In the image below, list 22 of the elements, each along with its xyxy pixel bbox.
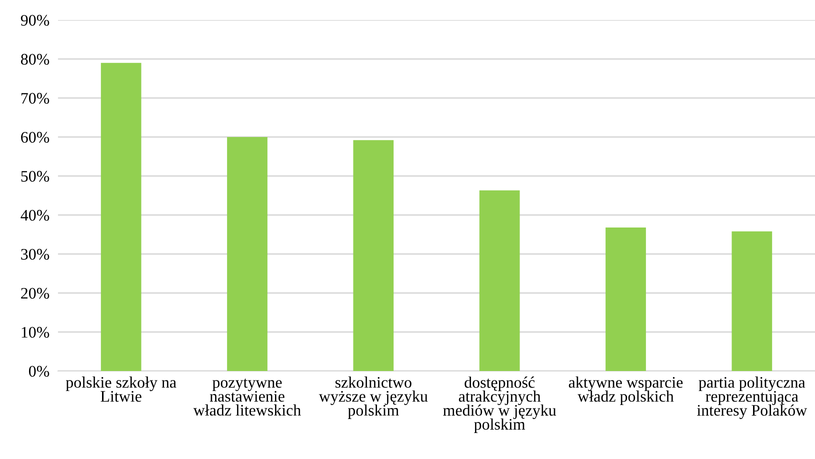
x-tick-label: szkolnictwo wyższe w języku polskim [318, 376, 428, 419]
y-tick-label: 60% [21, 132, 50, 143]
y-tick-label: 70% [21, 92, 50, 104]
y-tick-label: 50% [21, 170, 50, 182]
bar [732, 231, 772, 371]
x-tick-label: partia polityczna reprezentująca interesy Polaków [697, 376, 808, 420]
y-tick-label: 20% [21, 288, 50, 299]
y-tick-label: 10% [22, 326, 50, 338]
bar [353, 140, 394, 371]
y-tick-label: 90% [20, 14, 50, 26]
y-tick-label: 30% [21, 248, 50, 260]
bar [227, 137, 268, 371]
y-tick-label: 0% [28, 366, 50, 377]
x-tick-label: pozytywne nastawienie władz litewskich [193, 378, 301, 416]
bar [479, 190, 520, 371]
x-tick-label: polskie szkoły na Litwie [66, 376, 176, 402]
x-tick-label: dostępność atrakcyjnych mediów w języku polskim [443, 376, 556, 433]
y-tick-label: 80% [21, 54, 50, 65]
bar [606, 227, 646, 371]
x-tick-label: aktywne wsparcie władz polskich [568, 376, 683, 406]
bar [100, 62, 142, 371]
y-tick-label: 40% [20, 210, 50, 221]
